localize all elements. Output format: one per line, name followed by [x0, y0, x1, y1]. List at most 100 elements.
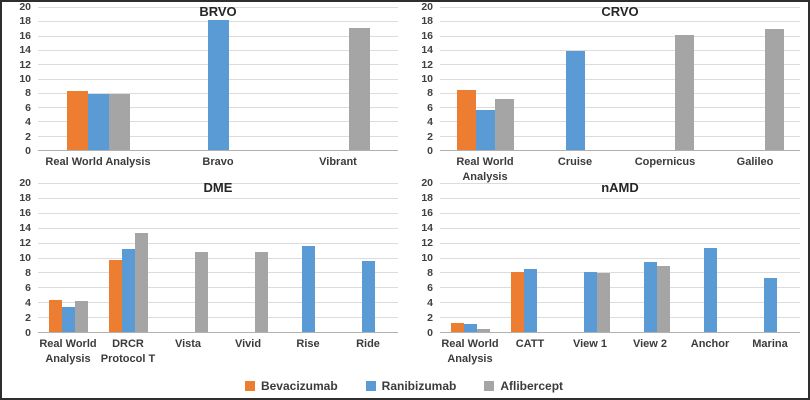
y-axis-tick-label: 16	[421, 206, 433, 219]
gridline	[440, 7, 800, 8]
gridline	[440, 302, 800, 304]
chart-body: 20 18 16 14 12 10 8 6 4 2 0 BRVO	[8, 2, 398, 156]
x-axis-category-text: Ride	[356, 338, 380, 350]
gridline	[440, 242, 800, 244]
bar-ranibizumab	[523, 268, 537, 332]
bar-ranibizumab	[763, 278, 777, 332]
category-slot	[740, 183, 800, 332]
gridline	[440, 64, 800, 66]
gridline	[440, 121, 800, 123]
y-axis-tick-label: 14	[421, 43, 433, 56]
x-axis-category-text: Copernicus	[634, 156, 696, 168]
plot-bars	[38, 7, 398, 150]
y-axis-tick-label: 6	[427, 281, 433, 294]
y-axis-tick-label: 8	[25, 266, 31, 279]
category-slot	[338, 183, 398, 332]
bar-ranibizumab	[301, 246, 315, 332]
y-axis: 20 18 16 14 12 10 8 6 4 2 0	[8, 178, 38, 338]
x-axis-category-text: DRCR Protocol T	[100, 338, 156, 365]
chart-title: nAMD	[601, 180, 639, 195]
y-axis-tick-label: 14	[19, 43, 31, 56]
category-slot	[530, 7, 620, 150]
gridline	[38, 227, 398, 229]
gridline	[440, 78, 800, 80]
bar-aflibercept	[108, 94, 130, 150]
y-axis-tick-label: 6	[25, 101, 31, 114]
y-axis-tick-label: 12	[19, 236, 31, 249]
bar-aflibercept	[74, 301, 88, 332]
legend-item-aflibercept: Aflibercept	[484, 379, 563, 393]
category-slot	[158, 183, 218, 332]
plot-area: CRVO	[440, 4, 800, 151]
bar-bevacizumab	[66, 91, 88, 150]
bar-aflibercept	[134, 232, 148, 332]
chart-grid: 20 18 16 14 12 10 8 6 4 2 0 BRVO Real World Analys…	[8, 2, 800, 375]
y-axis-tick-label: 14	[421, 221, 433, 234]
x-axis-category-text: Real World Analysis	[39, 338, 97, 365]
x-axis-category-label: View 1	[560, 337, 620, 375]
y-axis-tick-label: 2	[427, 130, 433, 143]
y-axis-tick-label: 18	[421, 15, 433, 28]
x-axis-category-label: CATT	[500, 337, 560, 375]
y-axis-tick-label: 10	[421, 72, 433, 85]
gridline	[440, 257, 800, 259]
y-axis-tick-label: 18	[19, 191, 31, 204]
bar-aflibercept	[194, 252, 208, 332]
gridline	[440, 35, 800, 37]
x-axis-category-label: Real World Analysis	[38, 337, 98, 375]
y-axis-tick-label: 16	[421, 29, 433, 42]
x-axis-labels: Real World Analysis DRCR Protocol T Vista V…	[8, 333, 398, 375]
gridline	[38, 183, 398, 184]
y-axis-tick-label: 6	[427, 101, 433, 114]
x-axis-category-label: Vista	[158, 337, 218, 375]
chart-body: 20 18 16 14 12 10 8 6 4 2 0 DME	[8, 178, 398, 338]
bar-ranibizumab	[703, 247, 717, 332]
bar-aflibercept	[656, 265, 670, 332]
category-slot	[440, 183, 500, 332]
bar-bevacizumab	[108, 259, 122, 332]
plot-bars	[440, 183, 800, 332]
y-axis-tick-label: 16	[19, 29, 31, 42]
gridline	[440, 92, 800, 94]
x-axis-category-label: Marina	[740, 337, 800, 375]
y-axis: 20 18 16 14 12 10 8 6 4 2 0	[410, 2, 440, 156]
plot-area: DME	[38, 180, 398, 333]
gridline	[38, 272, 398, 274]
plot-bars	[38, 183, 398, 332]
x-axis-category-text: Vivid	[234, 338, 262, 350]
category-slot	[620, 7, 710, 150]
y-axis-tick-label: 8	[427, 266, 433, 279]
gridline	[440, 49, 800, 51]
x-axis-category-text: View 2	[632, 338, 668, 350]
y-axis-tick-label: 20	[421, 0, 433, 13]
gridline	[440, 135, 800, 137]
gridline	[440, 21, 800, 23]
y-axis-tick-label: 12	[421, 58, 433, 71]
chart-body: 20 18 16 14 12 10 8 6 4 2 0 nAMD	[410, 178, 800, 338]
y-axis-tick-label: 2	[25, 311, 31, 324]
bar-ranibizumab	[87, 93, 109, 150]
y-axis-tick-label: 8	[427, 87, 433, 100]
x-axis-category-text: Real World Analysis	[441, 338, 499, 365]
bar-aflibercept	[254, 252, 268, 332]
category-slot	[278, 7, 398, 150]
category-slot	[560, 183, 620, 332]
legend-label: Aflibercept	[500, 379, 564, 393]
y-axis-tick-label: 4	[427, 296, 433, 309]
bar-ranibizumab	[583, 271, 597, 332]
plot-area: BRVO	[38, 4, 398, 151]
gridline	[38, 197, 398, 199]
gridline	[440, 227, 800, 229]
x-axis-category-text: Rise	[296, 338, 320, 350]
gridline	[440, 212, 800, 214]
y-axis-tick-label: 0	[427, 326, 433, 339]
bar-bevacizumab	[456, 89, 476, 150]
x-axis-category-label: Bravo	[158, 155, 278, 183]
legend-label: Ranibizumab	[381, 379, 457, 393]
bar-ranibizumab	[463, 323, 477, 332]
x-axis-category-text: Bravo	[202, 156, 234, 168]
chart-title: CRVO	[601, 4, 639, 19]
y-axis: 20 18 16 14 12 10 8 6 4 2 0	[8, 2, 38, 156]
x-axis-category-text: View 1	[572, 338, 608, 350]
